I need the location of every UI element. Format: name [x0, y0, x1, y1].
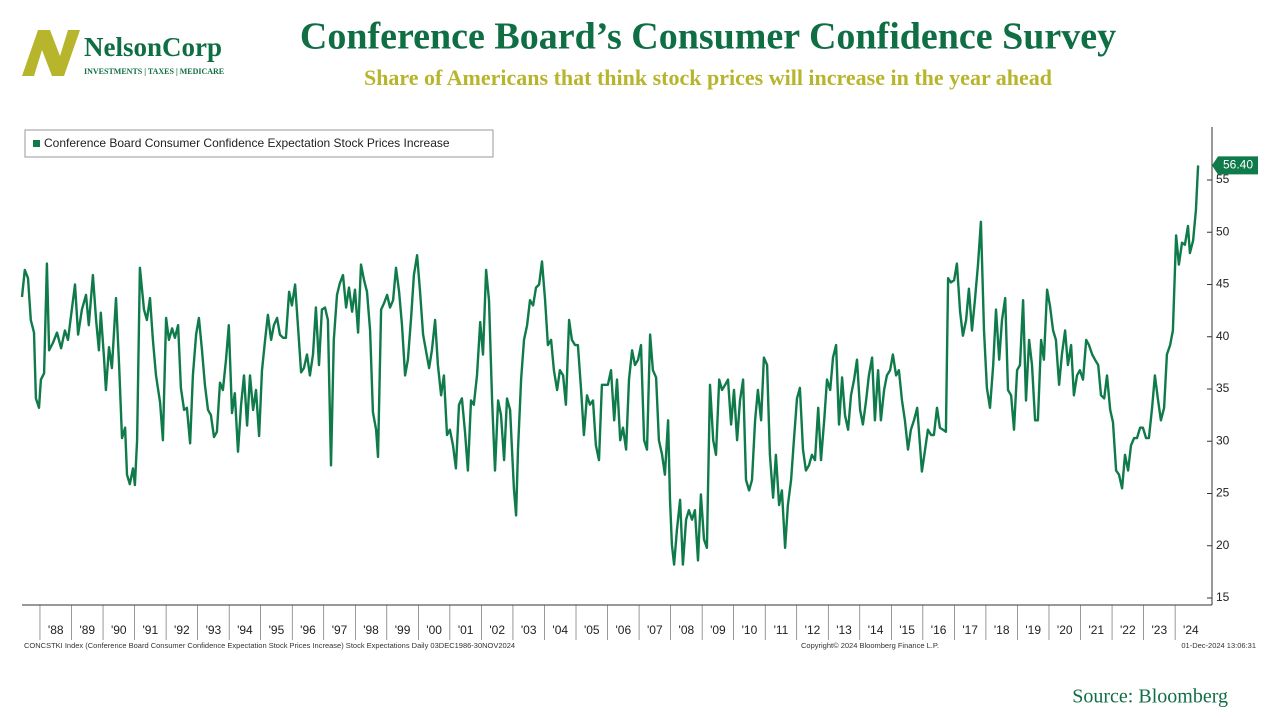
- x-tick-label: '93: [206, 623, 222, 637]
- x-tick-label: '21: [1088, 623, 1104, 637]
- x-tick-label: '04: [552, 623, 568, 637]
- y-tick-label: 25: [1216, 486, 1230, 500]
- x-tick-label: '09: [710, 623, 726, 637]
- legend-box: [24, 129, 494, 158]
- series-line: [20, 165, 1200, 566]
- x-tick-label: '97: [332, 623, 348, 637]
- x-tick-label: '90: [111, 623, 127, 637]
- legend-swatch: [33, 140, 40, 147]
- value-callout: [1212, 156, 1258, 175]
- logo-tagline: Investments | Taxes | Medicare: [84, 67, 224, 76]
- x-tick-label: '88: [48, 623, 64, 637]
- value-callout-label: 56.40: [1223, 158, 1253, 172]
- footer-left: CONCSTKI Index (Conference Board Consume…: [24, 641, 515, 650]
- x-tick-label: '12: [805, 623, 821, 637]
- x-tick-label: '15: [899, 623, 915, 637]
- legend: Conference Board Consumer Confidence Exp…: [24, 129, 494, 158]
- x-tick-label: '94: [237, 623, 253, 637]
- x-tick-label: '07: [647, 623, 663, 637]
- x-tick-label: '10: [742, 623, 758, 637]
- footer-right: 01-Dec-2024 13:06:31: [1181, 641, 1256, 650]
- x-tick-label: '00: [426, 623, 442, 637]
- x-tick-label: '92: [174, 623, 190, 637]
- chart-subtitle: Share of Americans that think stock pric…: [364, 65, 1052, 90]
- x-tick-label: '89: [79, 623, 95, 637]
- x-tick-label: '06: [615, 623, 631, 637]
- logo-mark: [22, 30, 80, 76]
- chart-title: Conference Board’s Consumer Confidence S…: [300, 16, 1116, 58]
- y-tick-label: 55: [1216, 172, 1230, 186]
- x-tick-label: '98: [363, 623, 379, 637]
- x-tick-label: '95: [269, 623, 285, 637]
- x-tick-label: '11: [774, 623, 789, 637]
- x-tick-label: '20: [1057, 623, 1073, 637]
- x-tick-label: '24: [1183, 623, 1199, 637]
- x-tick-label: '08: [679, 623, 695, 637]
- x-tick-label: '16: [931, 623, 947, 637]
- x-tick-label: '02: [489, 623, 505, 637]
- logo-name: NelsonCorp: [84, 32, 222, 62]
- x-tick-label: '23: [1152, 623, 1168, 637]
- x-tick-label: '17: [962, 623, 978, 637]
- x-tick-label: '03: [521, 623, 537, 637]
- y-tick-label: 20: [1216, 538, 1230, 552]
- x-tick-label: '01: [458, 623, 474, 637]
- x-tick-label: '19: [1025, 623, 1041, 637]
- y-tick-label: 35: [1216, 381, 1230, 395]
- x-tick-label: '22: [1120, 623, 1136, 637]
- x-tick-label: '96: [300, 623, 316, 637]
- y-tick-label: 30: [1216, 433, 1230, 447]
- logo: NelsonCorp Investments | Taxes | Medicar…: [22, 30, 224, 76]
- x-tick-label: '18: [994, 623, 1010, 637]
- x-tick-label: '05: [584, 623, 600, 637]
- source: Source: Bloomberg: [1072, 686, 1228, 708]
- x-tick-label: '13: [836, 623, 852, 637]
- footer-center: Copyright© 2024 Bloomberg Finance L.P.: [801, 641, 939, 650]
- legend-label: Conference Board Consumer Confidence Exp…: [44, 136, 450, 150]
- y-tick-label: 15: [1216, 590, 1230, 604]
- x-tick-label: '91: [143, 623, 159, 637]
- y-tick-label: 40: [1216, 329, 1230, 343]
- x-tick-label: '99: [395, 623, 411, 637]
- y-tick-label: 45: [1216, 277, 1230, 291]
- x-tick-label: '14: [868, 623, 884, 637]
- y-tick-label: 50: [1216, 224, 1230, 238]
